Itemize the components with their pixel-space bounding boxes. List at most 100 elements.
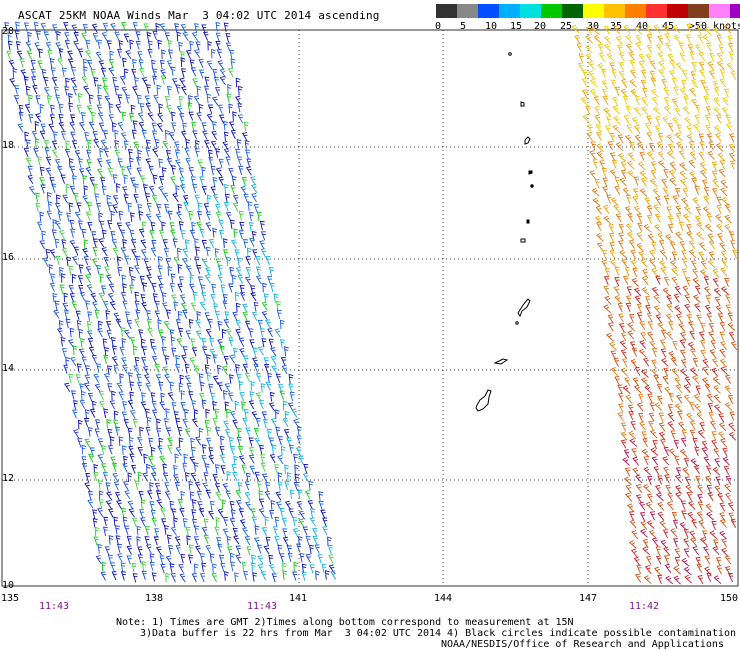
wind-barb: [139, 275, 145, 286]
wind-barb: [97, 454, 104, 464]
wind-barb: [142, 184, 148, 194]
wind-barb: [675, 62, 684, 71]
wind-barb: [224, 571, 229, 581]
wind-barb: [650, 169, 657, 179]
wind-barb: [149, 481, 155, 492]
wind-barb: [208, 447, 214, 457]
wind-barb: [78, 419, 83, 430]
wind-barb: [176, 337, 183, 348]
wind-barb: [201, 562, 207, 572]
wind-barb: [34, 138, 40, 148]
wind-barb: [101, 229, 107, 240]
wind-barb: [217, 274, 223, 284]
wind-barb: [105, 310, 111, 320]
wind-barb: [689, 420, 696, 430]
wind-barb: [77, 220, 83, 230]
wind-barb: [170, 229, 176, 239]
wind-barb: [727, 394, 734, 405]
wind-barb: [714, 404, 722, 414]
wind-barb: [710, 339, 716, 350]
wind-barb: [214, 464, 220, 474]
wind-barb: [120, 132, 128, 142]
lon-label: 138: [144, 593, 164, 604]
wind-barb: [4, 22, 10, 32]
wind-barb: [237, 274, 244, 284]
wind-barb: [68, 284, 74, 295]
wind-barb: [627, 330, 635, 340]
wind-barb: [641, 286, 650, 296]
wind-barb: [222, 293, 228, 304]
wind-barb: [111, 345, 117, 355]
wind-barb: [713, 97, 721, 107]
wind-barb: [212, 228, 218, 238]
wind-barb: [297, 535, 303, 546]
wind-barb: [227, 83, 232, 94]
wind-barb: [685, 277, 691, 287]
wind-barb: [691, 62, 697, 72]
wind-barb: [586, 131, 594, 141]
wind-barb: [706, 313, 712, 323]
wind-barb: [200, 284, 206, 294]
wind-barb: [711, 358, 719, 368]
wind-barb: [618, 223, 624, 233]
wind-barb: [117, 266, 123, 277]
wind-barb: [108, 59, 114, 69]
wind-barb: [302, 526, 308, 536]
wind-barb: [620, 349, 627, 359]
wind-barb: [70, 356, 77, 367]
wind-barb: [719, 78, 727, 88]
wind-barb: [655, 546, 661, 556]
wind-barb: [190, 176, 196, 186]
wind-barb: [77, 48, 84, 58]
wind-barb: [124, 490, 131, 500]
wind-barb: [674, 377, 682, 387]
wind-barb: [284, 464, 289, 474]
wind-barb: [261, 338, 267, 348]
wind-barb: [159, 176, 165, 186]
wind-barb: [658, 60, 666, 70]
wind-barb: [649, 340, 657, 350]
wind-barb: [23, 147, 29, 157]
wind-barb: [144, 536, 150, 546]
wind-barb: [58, 320, 64, 330]
wind-barb: [120, 21, 127, 32]
wind-barb: [655, 43, 663, 53]
wind-barb: [174, 141, 180, 151]
wind-barb: [26, 50, 33, 60]
wind-barb: [232, 111, 237, 121]
wind-barb: [635, 34, 642, 44]
wind-barb: [695, 231, 704, 241]
wind-barb: [117, 94, 123, 104]
wind-barb: [668, 69, 676, 79]
wind-barb: [654, 223, 662, 233]
wind-barb: [273, 293, 279, 303]
wind-barb: [714, 132, 722, 142]
wind-barb: [176, 211, 182, 221]
wind-barb: [183, 453, 189, 464]
wind-barb: [217, 104, 224, 114]
wind-barb: [198, 103, 204, 114]
wind-barb: [211, 96, 219, 106]
wind-barb: [654, 213, 661, 223]
wind-barb: [222, 141, 229, 151]
wind-barb: [676, 141, 684, 151]
wind-barb: [607, 322, 614, 332]
wind-barb: [177, 264, 183, 274]
wind-barb: [130, 177, 136, 187]
wind-barb: [87, 311, 93, 321]
wind-barb: [226, 256, 232, 267]
wind-barb: [179, 294, 186, 304]
wind-barb: [115, 103, 121, 114]
wind-barb: [633, 287, 642, 297]
wind-barb: [209, 500, 215, 511]
wind-barb: [294, 473, 300, 484]
wind-barb: [250, 176, 256, 186]
wind-barb: [713, 394, 721, 404]
wind-barb: [699, 339, 706, 349]
wind-barb: [184, 147, 190, 157]
wind-barb: [228, 121, 235, 131]
wind-barb: [670, 430, 676, 440]
wind-barb: [122, 480, 129, 491]
wind-barb: [242, 363, 248, 373]
wind-barb: [244, 536, 251, 546]
